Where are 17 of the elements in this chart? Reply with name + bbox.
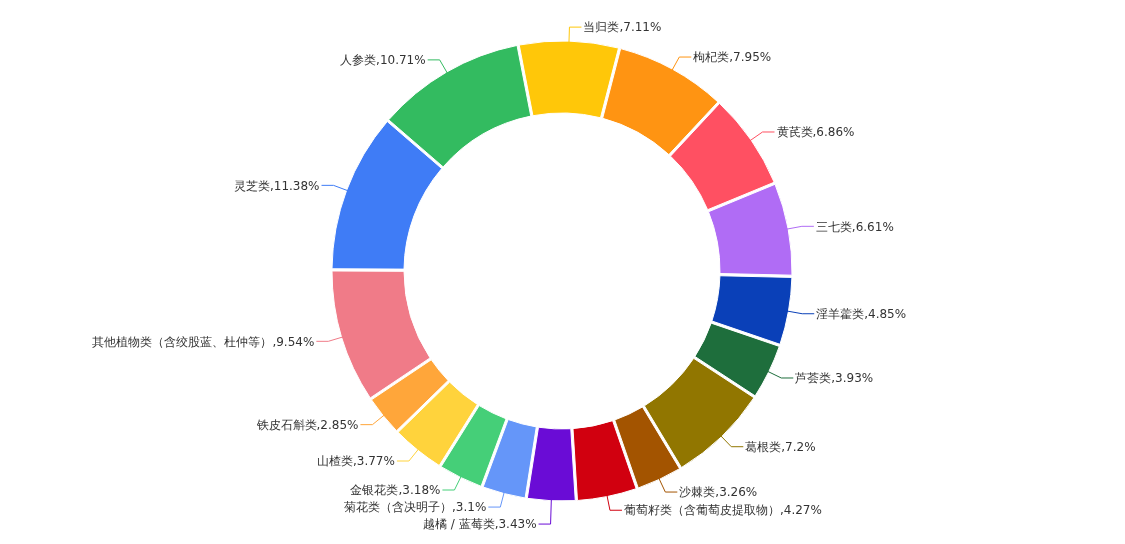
slice-label: 金银花类,3.18% [350,483,441,498]
slice-label: 灵芝类,11.38% [233,178,320,193]
slice-label: 山楂类,3.77% [316,454,395,469]
slice-label: 越橘 / 蓝莓类,3.43% [422,517,537,532]
slice-label: 三七类,6.61% [815,219,894,234]
slice-label: 葛根类,7.2% [745,439,816,454]
slice-label: 葡萄籽类（含葡萄皮提取物）,4.27% [623,503,822,518]
slice-label: 淫羊藿类,4.85% [816,306,907,321]
slice-label: 铁皮石斛类,2.85% [255,417,359,432]
slice-label: 当归类,7.11% [583,20,662,35]
slice-label: 芦荟类,3.93% [795,371,874,386]
slice-label: 黄芪类,6.86% [776,125,855,140]
slice-label: 沙棘类,3.26% [679,485,758,500]
slice-label: 其他植物类（含绞股蓝、杜仲等）,9.54% [92,334,315,349]
slice-label: 枸杞类,7.95% [693,50,772,65]
slice-label: 人参类,10.71% [340,53,426,68]
slice-label: 菊花类（含决明子）,3.1% [344,500,487,515]
